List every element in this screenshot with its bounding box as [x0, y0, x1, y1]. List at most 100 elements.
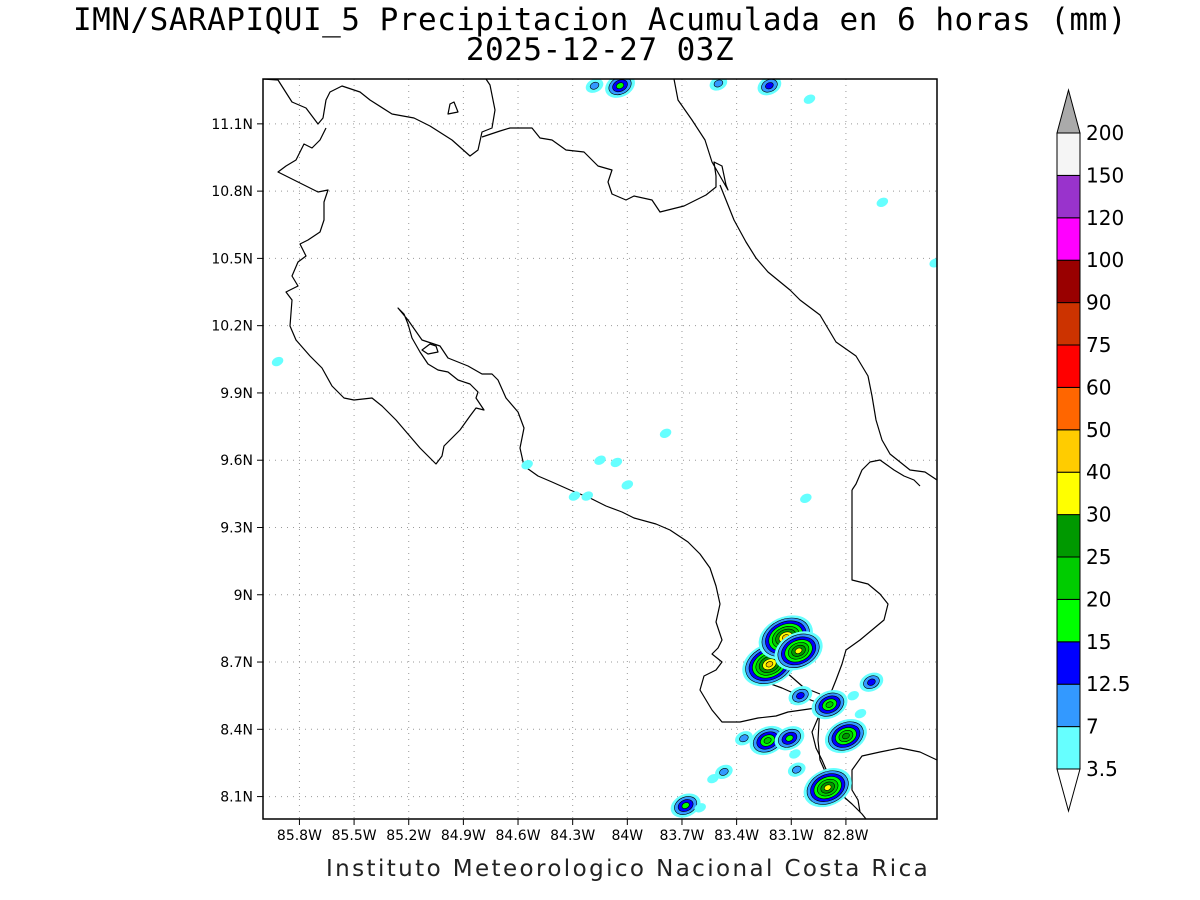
colorbar-label: 50 — [1086, 418, 1111, 442]
precip-cell — [621, 480, 634, 490]
precip-cell — [585, 79, 604, 93]
coastline-borders — [263, 79, 937, 819]
precip-contour — [271, 356, 284, 367]
precip-contour — [765, 82, 774, 90]
precip-cell — [824, 718, 867, 754]
precip-cell — [774, 726, 805, 751]
colorbar-lower-triangle — [1056, 768, 1081, 813]
precip-cell — [610, 457, 623, 468]
precip-cell — [788, 686, 813, 706]
colorbar-upper-triangle — [1056, 88, 1081, 134]
colorbar-label: 75 — [1086, 333, 1111, 357]
precip-contour — [792, 765, 802, 774]
colorbar-box — [1056, 641, 1081, 685]
precip-contour — [621, 480, 634, 490]
footer-credit: Instituto Meteorologico Nacional Costa R… — [326, 856, 931, 882]
colorbar-box — [1056, 386, 1081, 431]
x-tick-label: 84.9W — [441, 828, 486, 844]
precip-contour — [610, 457, 623, 468]
colorbar-label: 30 — [1086, 503, 1111, 527]
precip-contour — [589, 81, 600, 90]
precip-contour — [581, 491, 593, 501]
precip-contour — [616, 82, 625, 90]
precip-contour — [568, 491, 581, 501]
colorbar-legend: 3.5 7 12.5 15 20 25 30 40 50 60 75 90 100 120 150 200 — [1056, 88, 1131, 813]
precip-contour — [521, 460, 533, 470]
precip-contour — [739, 734, 749, 743]
y-tick-label: 9N — [234, 588, 253, 604]
precip-cell — [787, 762, 806, 777]
colorbar-box — [1056, 683, 1081, 728]
y-tick-label: 10.8N — [211, 184, 253, 200]
precip-contour — [707, 773, 719, 784]
precip-contour — [825, 701, 834, 708]
precip-cell — [581, 491, 593, 501]
colorbar-box — [1056, 514, 1081, 558]
precip-contour — [823, 784, 832, 791]
x-tick-label: 85.8W — [277, 828, 322, 844]
precip-contour — [854, 708, 867, 719]
x-tick-label: 83.1W — [769, 828, 814, 844]
colorbar-label: 25 — [1086, 545, 1111, 569]
precip-cell — [694, 803, 706, 813]
x-tick-label: 83.7W — [659, 828, 704, 844]
y-tick-label: 10.5N — [211, 251, 253, 267]
colorbar-label: 150 — [1086, 163, 1124, 187]
x-tick-label: 83.4W — [714, 828, 759, 844]
colorbar-label: 20 — [1086, 587, 1111, 611]
colorbar-label: 12.5 — [1086, 672, 1131, 696]
precip-cell — [521, 460, 533, 470]
precip-cell — [707, 773, 719, 784]
colorbar-box — [1056, 598, 1081, 643]
precip-contour — [719, 768, 729, 776]
precip-contour — [713, 79, 724, 88]
precip-contour — [789, 749, 801, 759]
precip-cell — [709, 79, 728, 91]
x-tick-label: 84.6W — [496, 828, 541, 844]
precip-contour — [876, 197, 889, 207]
y-tick-label: 11.1N — [211, 117, 253, 133]
colorbar-box — [1056, 217, 1081, 261]
precip-cell — [803, 94, 816, 104]
precip-cell — [929, 258, 937, 268]
colorbar-label: 40 — [1086, 460, 1111, 484]
colorbar-box — [1056, 259, 1081, 304]
colorbar-label: 3.5 — [1086, 757, 1118, 781]
precip-contour — [929, 258, 937, 268]
precip-contour — [594, 455, 606, 465]
precip-contour — [659, 428, 672, 438]
axis-ticks: 85.8W 85.5W 85.2W 84.9W 84.6W 84.3W 84W 83.7W 83… — [211, 117, 868, 844]
precip-cell — [876, 197, 889, 207]
chart-title: IMN/SARAPIQUI_5 Precipitacion Acumulada … — [73, 2, 1127, 38]
colorbar-label: 100 — [1086, 248, 1124, 272]
precip-contour — [796, 692, 805, 700]
precip-contour — [785, 734, 794, 742]
precip-contour — [794, 647, 803, 654]
y-tick-label: 9.9N — [220, 386, 253, 402]
precip-cell — [854, 708, 867, 719]
colorbar-label: 200 — [1086, 121, 1124, 145]
precipitation-contours — [271, 79, 937, 818]
y-tick-label: 9.6N — [220, 453, 253, 469]
y-tick-label: 8.7N — [220, 655, 253, 671]
precip-cell — [659, 428, 672, 438]
precip-cell — [271, 356, 284, 367]
precip-cell — [670, 793, 701, 818]
colorbar-box — [1056, 344, 1081, 388]
precip-contour — [800, 493, 812, 503]
precip-contour — [867, 678, 876, 686]
precip-cell — [735, 731, 753, 746]
chart-subtitle-datetime: 2025-12-27 03Z — [465, 32, 735, 68]
precip-cell — [811, 690, 848, 720]
colorbar-label: 15 — [1086, 630, 1111, 654]
precip-cell — [568, 491, 581, 501]
precip-contour — [763, 737, 772, 744]
colorbar-box — [1056, 429, 1081, 473]
y-tick-label: 10.2N — [211, 319, 253, 335]
precip-cell — [859, 672, 884, 692]
precip-cell — [605, 79, 635, 98]
precip-cell — [757, 79, 782, 96]
x-tick-label: 85.5W — [332, 828, 377, 844]
precip-cell — [789, 749, 801, 759]
